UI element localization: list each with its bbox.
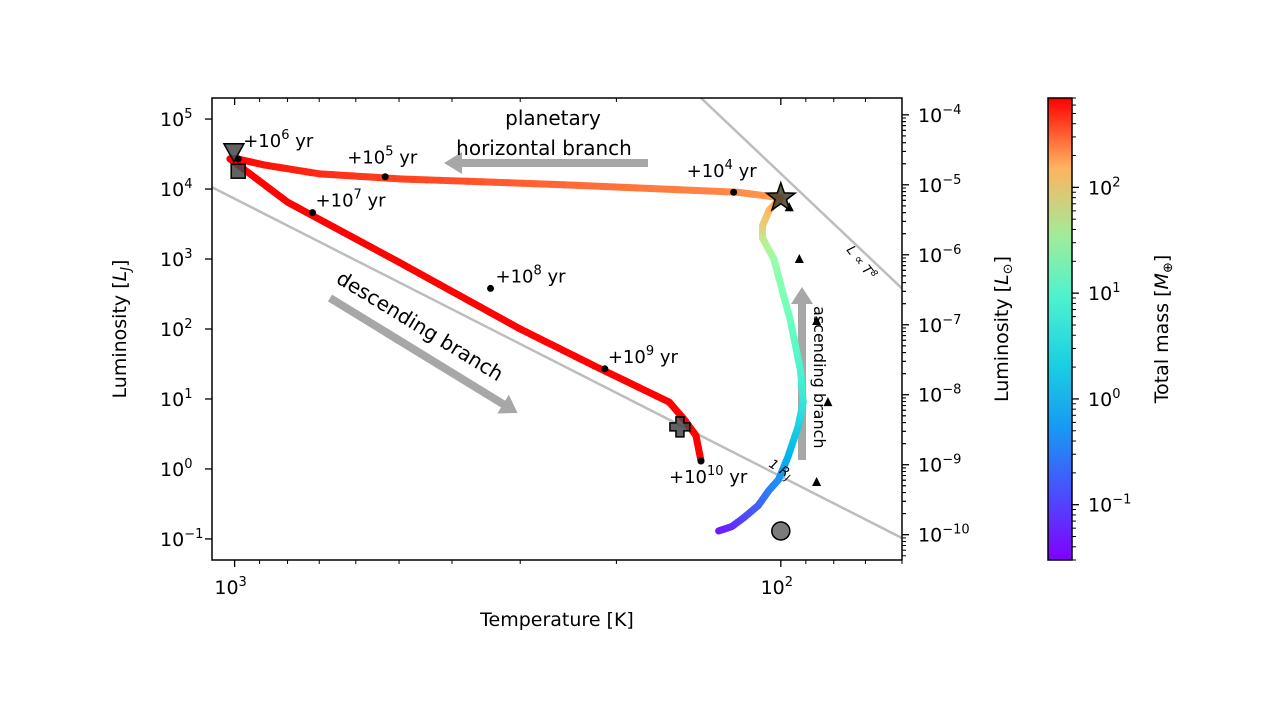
reference-line-0 (212, 185, 902, 540)
age-marker-dot (309, 209, 317, 217)
colorbar-gradient (1047, 97, 1073, 561)
markers (222, 143, 833, 541)
age-label: +1010 yr (669, 464, 748, 488)
y2-tick-label: 10−9 (918, 453, 961, 477)
y2-axis-ticks: 10−10 10−9 10−8 10−7 10−6 10−5 10−4 (902, 103, 970, 557)
descending-branch-arrow (327, 294, 518, 414)
star-marker (764, 180, 798, 212)
triangle-marker (812, 316, 822, 326)
y-tick-label: 101 (160, 387, 192, 411)
end-circle-marker (771, 521, 791, 541)
reference-line-1 (700, 98, 902, 290)
age-label: +108 yr (496, 263, 567, 287)
y-tick-label: 105 (160, 107, 192, 131)
y-tick-label: 103 (160, 247, 192, 271)
age-label: +107 yr (316, 188, 387, 212)
y2-tick-label: 10−10 (918, 523, 970, 547)
square-marker (230, 163, 246, 179)
x-axis-label: Temperature [K] (479, 609, 634, 631)
age-label: +104 yr (687, 158, 758, 182)
x-tick-label: 102 (761, 575, 793, 599)
descending-branch-label: descending branch (332, 266, 507, 386)
triangle-marker (823, 397, 833, 407)
y-tick-label: 104 (160, 177, 192, 201)
horizontal-branch-arrow (444, 152, 648, 174)
age-marker-dot (730, 188, 738, 196)
age-labels: +106 yr +105 yr +104 yr +107 yr +108 yr +109 … (243, 128, 757, 488)
y-tick-label: 100 (160, 457, 192, 481)
age-marker-dot (381, 173, 389, 181)
start-marker (222, 143, 246, 164)
y2-tick-label: 10−5 (918, 173, 961, 197)
colorbar-tick-label: 100 (1088, 387, 1120, 411)
y2-tick-label: 10−8 (918, 383, 961, 407)
colorbar-tick-label: 101 (1088, 281, 1120, 305)
horizontal-branch-label-line2: horizontal branch (456, 136, 632, 160)
age-label: +105 yr (347, 145, 418, 169)
colorbar-ticks: 10−1 100 101 102 (1072, 97, 1131, 561)
age-marker-dot (601, 365, 609, 373)
age-marker-dot (697, 457, 705, 465)
x-axis-ticks: 103 102 (214, 98, 903, 599)
y-axis-ticks: 10−1 100 101 102 103 104 105 (160, 107, 212, 551)
colorbar: 10−1 100 101 102 Total mass [M⊕] (1047, 97, 1176, 561)
colorbar-label: Total mass [M⊕] (1151, 255, 1176, 405)
plus-marker (669, 416, 691, 438)
horizontal-branch-label-line1: planetary (505, 106, 601, 130)
age-label: +106 yr (243, 128, 314, 152)
y2-axis-label: Luminosity [L⊙] (991, 256, 1016, 402)
reference-lines (212, 98, 902, 540)
colorbar-tick-label: 102 (1088, 175, 1120, 199)
y2-tick-label: 10−4 (918, 103, 961, 127)
triangle-marker (812, 477, 822, 487)
colorbar-tick-label: 10−1 (1088, 493, 1131, 517)
y2-tick-label: 10−6 (918, 243, 961, 267)
age-marker-dot (487, 284, 495, 292)
y-axis-label: Luminosity [LJ] (109, 260, 134, 399)
y2-tick-label: 10−7 (918, 313, 961, 337)
x-tick-label: 103 (214, 575, 246, 599)
age-label: +109 yr (608, 344, 679, 368)
y-tick-label: 10−1 (160, 527, 203, 551)
ascending-branch-label: ascending branch (810, 306, 829, 449)
y-tick-label: 102 (160, 317, 192, 341)
triangle-marker (794, 254, 804, 264)
